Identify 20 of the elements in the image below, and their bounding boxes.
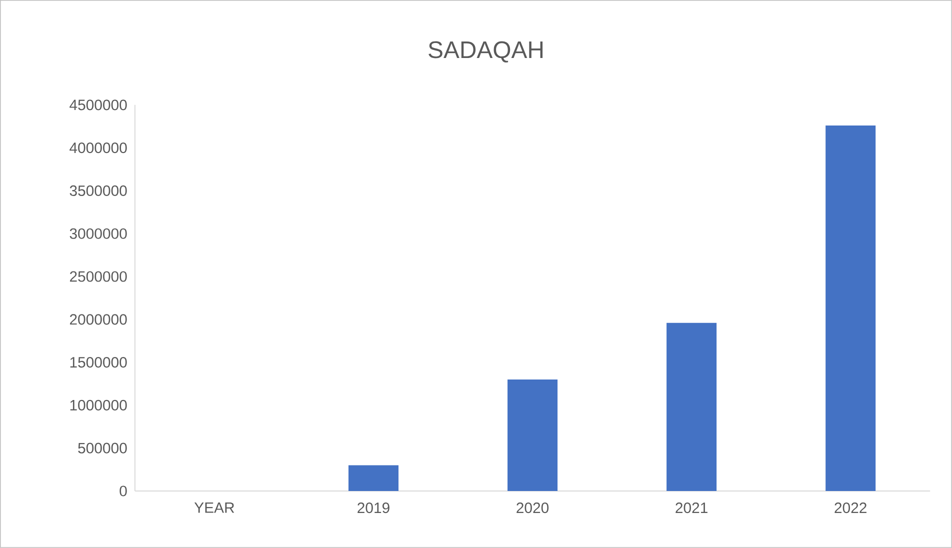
bar [508,380,558,492]
chart-title: SADAQAH [428,41,543,63]
y-tick-label: 4500000 [70,100,127,110]
y-tick-label: 2000000 [70,314,127,325]
y-tick-label: 1000000 [70,400,127,411]
bar [826,126,876,492]
y-tick-label: 3500000 [70,185,127,196]
y-tick-label: 500000 [78,442,127,454]
y-tick-label: 0 [120,486,127,496]
y-tick-label: 2500000 [70,271,127,282]
y-tick-label: 3000000 [70,228,127,239]
x-tick-label: 2022 [834,502,866,514]
x-tick-label: 2019 [358,502,390,514]
x-tick-label: 2020 [516,502,549,514]
x-tick-label: 2021 [676,502,708,514]
x-tick-label: YEAR [194,502,234,513]
bar [348,465,398,492]
y-tick-label: 4000000 [70,142,127,154]
bar [666,322,717,492]
y-tick-label: 1500000 [70,357,127,368]
